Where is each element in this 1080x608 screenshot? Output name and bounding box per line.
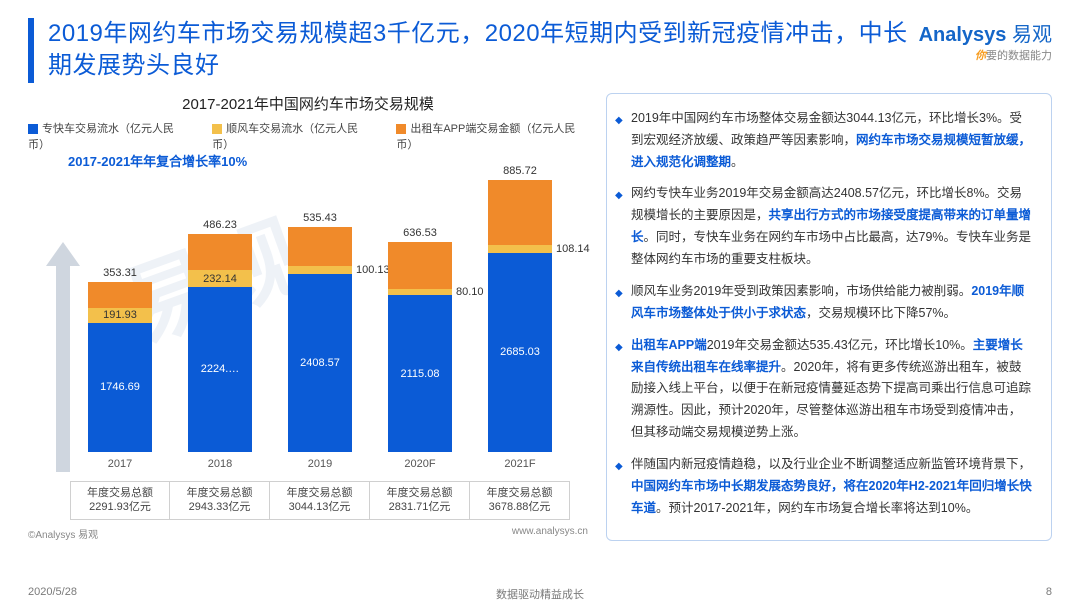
- bar-column: 353.31191.931746.69: [88, 282, 152, 452]
- x-axis-label: 2019: [288, 458, 352, 470]
- chart-title: 2017-2021年中国网约车市场交易规模: [28, 93, 588, 114]
- annual-total-box: 年度交易总额3044.13亿元: [270, 481, 370, 520]
- legend-item: 顺风车交易流水（亿元人民币）: [212, 120, 372, 152]
- brand-logo: Analysys 易观 你要的数据能力: [919, 18, 1052, 63]
- insight-panel: 2019年中国网约车市场整体交易金额达3044.13亿元，环比增长3%。受到宏观…: [606, 93, 1052, 541]
- annual-total-box: 年度交易总额2291.93亿元: [70, 481, 170, 520]
- growth-arrow-icon: [46, 242, 80, 472]
- x-axis-label: 2020F: [388, 458, 452, 470]
- chart-source: ©Analysys 易观 www.analysys.cn: [28, 526, 588, 541]
- legend-item: 出租车APP端交易金额（亿元人民币）: [396, 120, 588, 152]
- x-axis-label: 2017: [88, 458, 152, 470]
- x-axis-label: 2018: [188, 458, 252, 470]
- page-title: 2019年网约车市场交易规模超3千亿元，2020年短期内受到新冠疫情冲击，中长期…: [48, 18, 919, 83]
- annual-total-box: 年度交易总额2831.71亿元: [370, 481, 470, 520]
- insight-bullet: 网约专快车业务2019年交易金额高达2408.57亿元，环比增长8%。交易规模增…: [631, 183, 1033, 271]
- insight-bullet: 顺风车业务2019年受到政策因素影响，市场供给能力被削弱。2019年顺风车市场整…: [631, 281, 1033, 325]
- bar-column: 636.5380.102115.08: [388, 242, 452, 452]
- bar-column: 885.72108.142685.03: [488, 180, 552, 452]
- footer-center: 数据驱动精益成长: [496, 586, 584, 602]
- footer-date: 2020/5/28: [28, 586, 77, 598]
- stacked-bar-chart: 年度交易总额2291.93亿元年度交易总额2943.33亿元年度交易总额3044…: [28, 156, 588, 486]
- insight-bullet: 出租车APP端2019年交易金额达535.43亿元，环比增长10%。主要增长来自…: [631, 335, 1033, 444]
- bar-column: 535.43100.132408.57: [288, 227, 352, 452]
- x-axis-label: 2021F: [488, 458, 552, 470]
- insight-bullet: 2019年中国网约车市场整体交易金额达3044.13亿元，环比增长3%。受到宏观…: [631, 108, 1033, 174]
- bar-column: 486.23232.142224.…: [188, 234, 252, 452]
- footer-page: 8: [1046, 586, 1052, 598]
- insight-bullet: 伴随国内新冠疫情趋稳，以及行业企业不断调整适应新监管环境背景下，中国网约车市场中…: [631, 454, 1033, 520]
- legend-item: 专快车交易流水（亿元人民币）: [28, 120, 188, 152]
- chart-legend: 专快车交易流水（亿元人民币） 顺风车交易流水（亿元人民币） 出租车APP端交易金额（…: [28, 120, 588, 152]
- cagr-label: 2017-2021年年复合增长率10%: [68, 151, 247, 170]
- annual-total-box: 年度交易总额2943.33亿元: [170, 481, 270, 520]
- annual-total-box: 年度交易总额3678.88亿元: [470, 481, 570, 520]
